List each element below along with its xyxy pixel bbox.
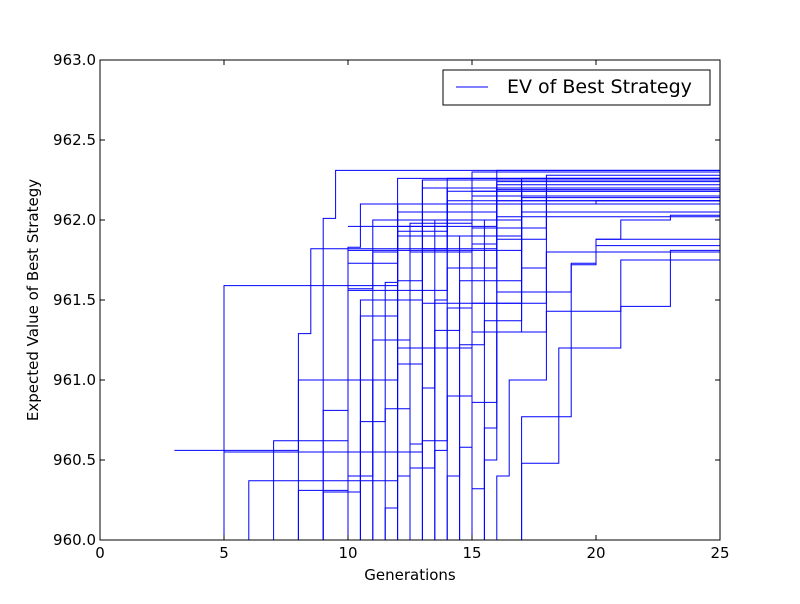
series-line-19	[377, 188, 720, 540]
series-line-33	[467, 175, 720, 540]
series-line-24	[410, 173, 720, 540]
series-line-40	[496, 213, 720, 293]
series-line-8	[286, 176, 720, 540]
y-axis-ticks: 960.0 960.5 961.0 961.5 962.0 962.5 963.0	[53, 51, 720, 549]
series-lines	[174, 167, 720, 540]
y-tick-label: 961.5	[53, 291, 96, 309]
series-line-31	[452, 168, 720, 540]
series-line-27	[427, 188, 720, 540]
series-line-32	[459, 184, 720, 540]
series-line-21	[390, 170, 720, 540]
series-line-28	[434, 172, 720, 540]
x-tick-label: 15	[462, 544, 481, 562]
x-tick-label: 20	[586, 544, 605, 562]
x-axis-ticks: 0 5 10 15 20 25	[95, 60, 730, 562]
y-tick-label: 960.5	[53, 451, 96, 469]
series-line-41	[521, 204, 720, 269]
series-line-23	[402, 180, 720, 540]
series-line-4	[243, 172, 720, 540]
x-tick-label: 5	[219, 544, 229, 562]
series-line-13	[343, 188, 720, 540]
y-tick-label: 960.0	[53, 531, 96, 549]
series-line-38	[514, 252, 720, 540]
x-tick-label: 25	[710, 544, 729, 562]
series-line-14	[348, 167, 720, 540]
series-line-6	[266, 175, 720, 540]
series-line-39	[472, 249, 720, 333]
series-line-10	[310, 172, 720, 540]
series-line-15	[353, 180, 720, 540]
y-tick-label: 961.0	[53, 371, 96, 389]
series-line-12	[335, 172, 720, 540]
series-line-9	[298, 173, 720, 540]
y-tick-label: 962.0	[53, 211, 96, 229]
series-line-17	[367, 184, 720, 540]
series-line-2	[211, 180, 720, 540]
y-tick-label: 963.0	[53, 51, 96, 69]
series-line-35	[479, 196, 720, 540]
x-tick-label: 0	[95, 544, 105, 562]
legend: EV of Best Strategy	[442, 69, 711, 106]
series-line-25	[417, 178, 720, 540]
x-tick-label: 10	[338, 544, 357, 562]
series-line-42	[397, 199, 720, 237]
legend-entry-label: EV of Best Strategy	[507, 76, 692, 98]
x-axis-label: Generations	[364, 566, 456, 584]
series-line-36	[486, 212, 720, 540]
series-line-34	[472, 172, 720, 540]
series-line-30	[447, 173, 720, 540]
series-line-43	[348, 200, 720, 227]
y-axis-label: Expected Value of Best Strategy	[24, 179, 42, 421]
series-line-16	[360, 173, 720, 540]
series-line-3	[219, 188, 720, 540]
series-line-29	[442, 188, 720, 540]
y-tick-label: 962.5	[53, 131, 96, 149]
series-line-37	[509, 245, 720, 540]
